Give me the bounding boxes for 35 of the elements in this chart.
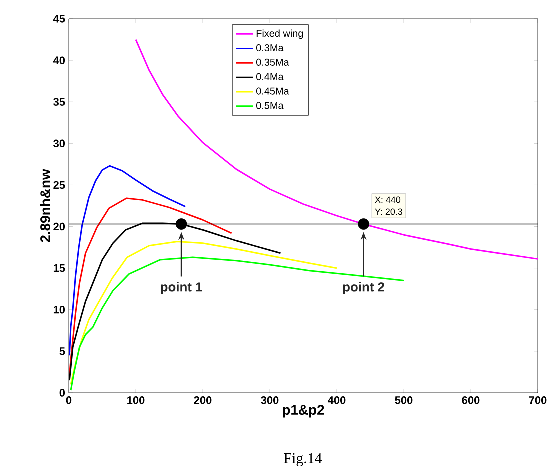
legend-label: Fixed wing <box>256 30 304 40</box>
y-tick-label: 40 <box>53 56 66 64</box>
annotation: X: 440 <box>375 196 401 204</box>
x-tick-label: 700 <box>529 396 547 404</box>
x-tick-label: 400 <box>328 396 346 404</box>
line-series <box>135 39 539 260</box>
x-tick-label: 100 <box>128 396 145 404</box>
y-tick-label: 25 <box>54 181 66 190</box>
y-tick-label: 35 <box>54 98 66 106</box>
line-series <box>70 256 405 392</box>
y-tick-label: 30 <box>54 140 66 148</box>
y-tick-label: 5 <box>60 348 66 356</box>
legend-label: 0.5Ma <box>256 102 284 110</box>
x-tick-label: 0 <box>66 396 72 404</box>
y-tick-label: 0 <box>60 389 66 397</box>
y-tick-label: 10 <box>54 306 66 314</box>
legend-label: 0.35Ma <box>256 58 290 66</box>
x-axis-title: p1&p2 <box>283 405 324 418</box>
y-tick-label: 15 <box>54 264 66 272</box>
legend-label: 0.4Ma <box>256 73 284 80</box>
x-tick-label: 300 <box>261 396 279 404</box>
line-series <box>68 198 233 378</box>
annotation: Y: 20.3 <box>375 208 403 216</box>
caption: Fig.14 <box>284 453 322 467</box>
y-tick-label: 20 <box>54 222 66 231</box>
x-tick-label: 600 <box>462 396 480 404</box>
x-tick-label: 500 <box>395 396 413 404</box>
legend-label: 0.45Ma <box>256 88 290 95</box>
y-axis-title: 2.89nh&nw <box>40 169 50 242</box>
line-series <box>70 240 338 386</box>
legend-label: 0.3Ma <box>256 44 284 52</box>
annotation: point 2 <box>343 282 385 294</box>
y-tick-label: 45 <box>53 15 66 23</box>
annotation: point 1 <box>161 282 202 294</box>
x-tick-label: 200 <box>194 396 212 404</box>
